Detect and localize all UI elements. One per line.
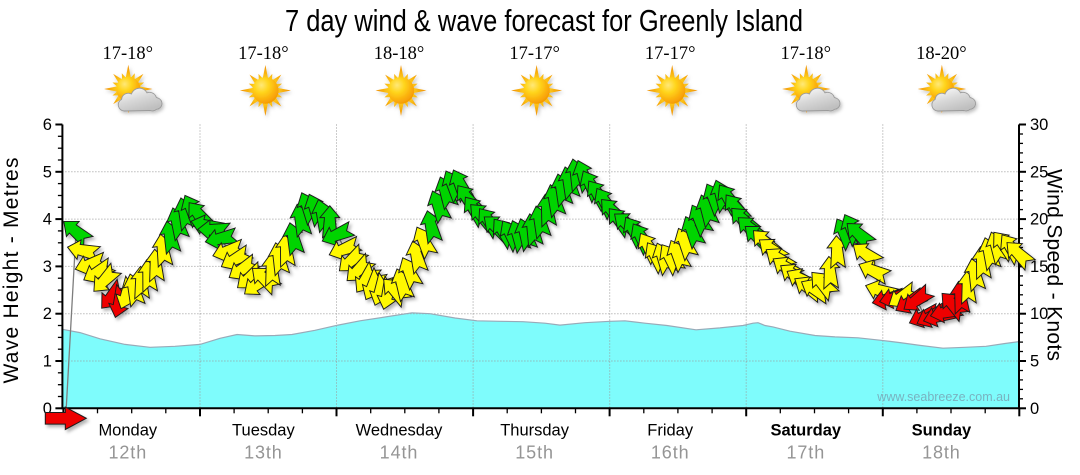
- svg-text:Monday: Monday: [98, 422, 157, 440]
- svg-text:18th: 18th: [922, 443, 961, 463]
- svg-text:30: 30: [1030, 116, 1048, 134]
- svg-text:10: 10: [1030, 305, 1048, 323]
- svg-text:7 day wind & wave forecast for: 7 day wind & wave forecast for Greenly I…: [285, 3, 803, 38]
- svg-text:17-18°: 17-18°: [238, 44, 289, 64]
- svg-text:0: 0: [1030, 400, 1039, 418]
- svg-text:15th: 15th: [515, 443, 554, 463]
- svg-text:18-18°: 18-18°: [374, 44, 425, 64]
- svg-text:17-17°: 17-17°: [509, 44, 560, 64]
- svg-text:14th: 14th: [380, 443, 419, 463]
- svg-text:Wind Speed - Knots: Wind Speed - Knots: [1043, 169, 1066, 361]
- svg-text:Thursday: Thursday: [500, 422, 570, 440]
- svg-text:Wednesday: Wednesday: [356, 422, 444, 440]
- svg-text:Wave Height - Metres: Wave Height - Metres: [0, 158, 23, 384]
- svg-text:1: 1: [43, 353, 52, 371]
- svg-text:4: 4: [43, 211, 52, 229]
- svg-text:18-20°: 18-20°: [916, 44, 967, 64]
- svg-text:25: 25: [1030, 163, 1048, 181]
- svg-text:5: 5: [43, 163, 52, 181]
- svg-text:www.seabreeze.com.au: www.seabreeze.com.au: [876, 390, 1010, 404]
- svg-text:Friday: Friday: [647, 422, 694, 440]
- svg-text:Tuesday: Tuesday: [232, 422, 295, 440]
- svg-text:17-17°: 17-17°: [645, 44, 696, 64]
- svg-text:15: 15: [1030, 258, 1048, 276]
- svg-text:Saturday: Saturday: [770, 422, 841, 440]
- svg-text:13th: 13th: [244, 443, 283, 463]
- svg-text:3: 3: [43, 258, 52, 276]
- svg-text:20: 20: [1030, 211, 1048, 229]
- svg-text:17th: 17th: [786, 443, 825, 463]
- svg-text:17-18°: 17-18°: [781, 44, 832, 64]
- svg-text:16th: 16th: [651, 443, 690, 463]
- svg-text:5: 5: [1030, 353, 1039, 371]
- svg-text:0: 0: [43, 400, 52, 418]
- svg-text:Sunday: Sunday: [912, 422, 972, 440]
- svg-text:2: 2: [43, 305, 52, 323]
- svg-text:6: 6: [43, 116, 52, 134]
- svg-text:12th: 12th: [108, 443, 147, 463]
- svg-text:17-18°: 17-18°: [103, 44, 154, 64]
